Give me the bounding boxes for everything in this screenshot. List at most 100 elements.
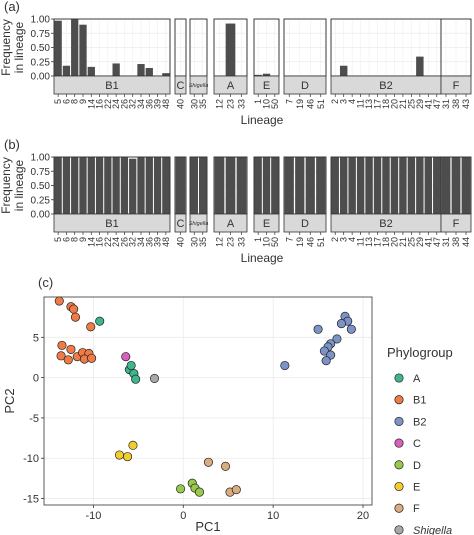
facet-C: C 40 bbox=[174, 18, 187, 109]
bar-panel-1: (b) Frequency in lineage 0.00 0.25 0.50 0.75 1.… bbox=[0, 137, 472, 265]
panel-label: (a) bbox=[4, 0, 20, 14]
x-tick-label: 19 bbox=[295, 99, 305, 109]
bar bbox=[348, 157, 356, 214]
plot-border bbox=[43, 296, 373, 506]
x-tick-label: 47 bbox=[432, 237, 442, 247]
x-tick-label: 51 bbox=[316, 237, 326, 247]
legend-swatch bbox=[394, 503, 404, 513]
x-tick-label: 31 bbox=[441, 237, 451, 247]
x-tick-label: 5 bbox=[53, 237, 63, 242]
bar bbox=[54, 20, 62, 76]
x-tick-label: 6 bbox=[61, 99, 71, 104]
y-tick-label: 0.25 bbox=[31, 57, 51, 68]
x-tick-label: 9 bbox=[78, 237, 88, 242]
legend-item: B1 bbox=[394, 395, 426, 407]
x-tick-label: 41 bbox=[423, 99, 433, 109]
facet-strip-label: F bbox=[453, 218, 460, 230]
data-point bbox=[332, 334, 342, 344]
data-point bbox=[70, 312, 81, 322]
bar bbox=[254, 157, 262, 214]
x-tick-label: 23 bbox=[226, 99, 236, 109]
x-tick-label: 7 bbox=[284, 237, 294, 242]
data-point bbox=[63, 355, 73, 365]
bar bbox=[71, 19, 79, 76]
bar bbox=[145, 68, 153, 76]
bar bbox=[162, 73, 170, 76]
x-tick-label: 40 bbox=[176, 99, 186, 109]
x-tick-label: 33 bbox=[237, 237, 247, 247]
legend-swatch bbox=[394, 395, 404, 405]
x-tick-label: 16 bbox=[95, 237, 105, 247]
y-tick-label: 0.25 bbox=[31, 195, 51, 206]
y-tick-label: -10 bbox=[23, 453, 39, 465]
data-point bbox=[87, 353, 97, 363]
x-tick-label: 25 bbox=[406, 99, 416, 109]
x-tick-label: 32 bbox=[128, 237, 138, 247]
x-tick-label: 12 bbox=[215, 237, 225, 247]
x-tick-label: 39 bbox=[153, 99, 163, 109]
y-tick-label: -15 bbox=[23, 494, 39, 506]
bar bbox=[399, 157, 407, 214]
bar bbox=[305, 157, 315, 214]
y-axis-label: in lineage bbox=[12, 159, 26, 211]
data-point bbox=[66, 344, 76, 354]
bar bbox=[62, 65, 71, 76]
data-point bbox=[280, 360, 290, 371]
x-tick-label: 13 bbox=[364, 99, 374, 109]
bar bbox=[120, 157, 129, 214]
x-tick-label: 20 bbox=[357, 510, 369, 522]
bar bbox=[95, 157, 104, 214]
legend-item: Shigella bbox=[394, 525, 452, 535]
x-tick-label: 30 bbox=[189, 99, 199, 109]
x-tick-label: 8 bbox=[70, 237, 80, 242]
x-axis-label: PC1 bbox=[195, 519, 220, 534]
legend-swatch bbox=[394, 438, 404, 448]
legend-label: B2 bbox=[413, 416, 426, 428]
series-C bbox=[121, 352, 131, 362]
bar bbox=[214, 157, 225, 214]
data-point bbox=[149, 373, 160, 383]
bar bbox=[262, 73, 271, 76]
x-tick-label: 6 bbox=[61, 237, 71, 242]
bar bbox=[461, 157, 471, 214]
x-tick-label: 47 bbox=[432, 99, 442, 109]
data-point bbox=[114, 450, 125, 460]
facet-strip bbox=[53, 213, 171, 233]
bar bbox=[153, 157, 162, 214]
bar bbox=[365, 157, 373, 214]
panel-label: (b) bbox=[4, 137, 20, 152]
x-tick-label: 20 bbox=[389, 237, 399, 247]
x-tick-label: 19 bbox=[295, 237, 305, 247]
x-tick-label: 23 bbox=[226, 237, 236, 247]
x-tick-label: 26 bbox=[119, 237, 129, 247]
bar bbox=[339, 157, 348, 214]
facet-strip-label: D bbox=[301, 80, 309, 92]
x-tick-label: 13 bbox=[364, 237, 374, 247]
bar bbox=[112, 157, 120, 214]
x-tick-label: 0 bbox=[180, 510, 186, 522]
facet-D: D 7 19 46 51 bbox=[283, 18, 327, 109]
facet-D: D 7 19 46 51 bbox=[283, 156, 327, 247]
series-A bbox=[95, 316, 141, 384]
legend-label: C bbox=[413, 438, 421, 450]
x-tick-label: 32 bbox=[128, 99, 138, 109]
x-tick-label: 21 bbox=[398, 99, 408, 109]
x-tick-label: 34 bbox=[136, 237, 146, 247]
x-tick-label: 35 bbox=[198, 99, 208, 109]
facet-strip bbox=[189, 213, 208, 233]
series-F bbox=[203, 457, 241, 497]
x-tick-label: 10 bbox=[262, 99, 272, 109]
data-point bbox=[86, 322, 96, 332]
x-tick-label: 14 bbox=[86, 237, 96, 247]
legend-label: E bbox=[413, 482, 420, 494]
facet-strip-label: D bbox=[301, 218, 309, 230]
facet-strip-label: E bbox=[263, 80, 270, 92]
facet-strip-label: B2 bbox=[379, 218, 392, 230]
x-tick-label: 29 bbox=[415, 99, 425, 109]
legend-label: F bbox=[413, 503, 420, 515]
facet-strip-label: Shigella bbox=[189, 83, 209, 89]
